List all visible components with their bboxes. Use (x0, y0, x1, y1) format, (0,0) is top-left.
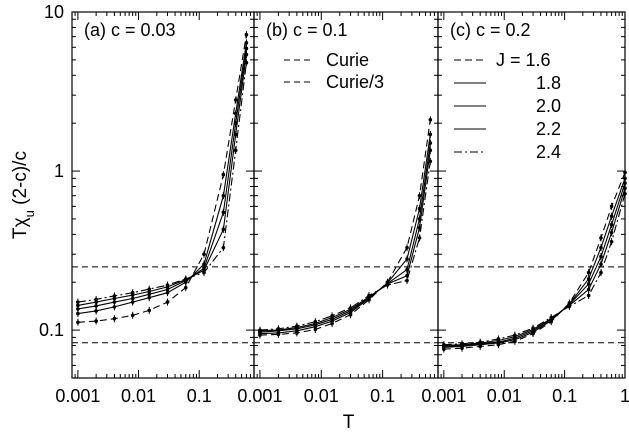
panel-2-x-tick-label: 0.1 (370, 386, 395, 406)
panel-1-frame (71, 11, 255, 379)
panel-2-series-J1.6 (259, 119, 431, 336)
y-axis-title-chi: χ (10, 217, 31, 227)
y-tick-label: 1 (54, 161, 64, 181)
panel-2-series-J2.2 (259, 150, 431, 332)
panel-2-series-J2 (259, 143, 431, 333)
panel-1-series-J2 (77, 48, 247, 310)
panel-1-series-J2.4 (77, 62, 247, 303)
panel-2-legend-text: Curie/3 (326, 72, 384, 92)
panel-2-series-J2.4 (259, 161, 431, 331)
x-axis-title: T (343, 412, 355, 432)
y-tick-label: 10 (44, 2, 64, 22)
y-tick-label: 0.1 (39, 320, 64, 340)
panel-3-legend-text: J = 1.6 (496, 50, 551, 70)
panel-3-series-J2.4 (443, 193, 626, 346)
y-axis-title-T: T (10, 227, 31, 239)
panel-1-series-J1.8 (77, 42, 247, 315)
panel-3-x-tick-label: 0.01 (487, 386, 522, 406)
panel-3-legend-text: 2.2 (536, 119, 561, 139)
y-axis-title-rest: (2-c)/c (10, 151, 31, 210)
panel-1-x-tick-label: 0.01 (121, 386, 156, 406)
panel-2-x-tick-label: 0.001 (237, 386, 282, 406)
panel-3-legend-text: 2.0 (536, 96, 561, 116)
panel-3-x-tick-label: 1 (620, 386, 629, 406)
panel-2-legend-text: Curie (326, 50, 369, 70)
panel-3-legend-text: 2.4 (536, 142, 561, 162)
y-axis-title-sub: u (22, 210, 37, 217)
y-axis-title: Tχu (2-c)/c (10, 151, 37, 239)
panel-1-x-tick-label: 0.001 (55, 386, 100, 406)
panel-3-x-tick-label: 0.001 (421, 386, 466, 406)
panel-2-series-J1.8 (259, 134, 431, 335)
panel-3-series-J2.2 (443, 188, 626, 347)
panel-1-x-tick-label: 0.1 (187, 386, 212, 406)
panel-3-series-J1.8 (443, 178, 626, 348)
panel-3-x-tick-label: 0.1 (552, 386, 577, 406)
panel-1-series-J2.2 (77, 54, 247, 306)
panel-3-label: (c) c = 0.2 (450, 20, 531, 40)
panel-3-series-J1.6 (443, 172, 626, 350)
panel-2-label: (b) c = 0.1 (266, 20, 348, 40)
panel-1-series-J1.6 (77, 34, 247, 323)
panel-1-label: (a) c = 0.03 (84, 20, 176, 40)
panel-3-legend-text: 1.8 (536, 73, 561, 93)
panel-3-series-J2 (443, 182, 626, 347)
panel-2-x-tick-label: 0.01 (304, 386, 339, 406)
